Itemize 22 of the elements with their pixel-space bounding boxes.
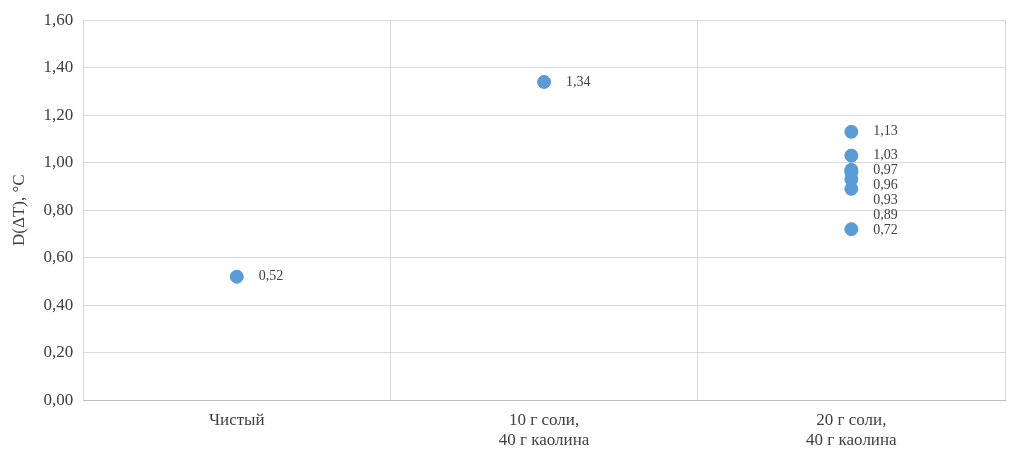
y-tick-label: 1,20 xyxy=(43,104,74,124)
y-tick-label: 1,40 xyxy=(43,57,74,77)
y-tick-label: 1,00 xyxy=(43,152,74,172)
data-label: 0,93 xyxy=(873,192,898,208)
data-label: 0,97 xyxy=(873,162,898,178)
data-label: 0,89 xyxy=(873,207,898,223)
x-tick-label: Чистый xyxy=(208,409,265,429)
y-tick-label: 1,60 xyxy=(43,9,74,29)
y-tick-label: 0,40 xyxy=(43,294,74,314)
data-label: 1,13 xyxy=(873,123,898,139)
x-tick-label: 10 г соли, 40 г каолина xyxy=(498,409,590,450)
data-label: 0,52 xyxy=(258,268,284,284)
y-axis-title: D(ΔT), °C xyxy=(8,174,28,246)
data-label: 0,72 xyxy=(873,222,898,238)
y-tick-label: 0,20 xyxy=(43,342,74,362)
y-tick-label: 0,80 xyxy=(43,199,74,219)
y-tick-label: 0,60 xyxy=(43,247,74,267)
data-label: 1,34 xyxy=(566,73,591,89)
data-label: 1,03 xyxy=(873,147,898,163)
x-tick-label: 20 г соли, 40 г каолина xyxy=(806,409,898,450)
data-label: 0,96 xyxy=(873,177,898,193)
y-tick-label: 0,00 xyxy=(43,389,74,409)
